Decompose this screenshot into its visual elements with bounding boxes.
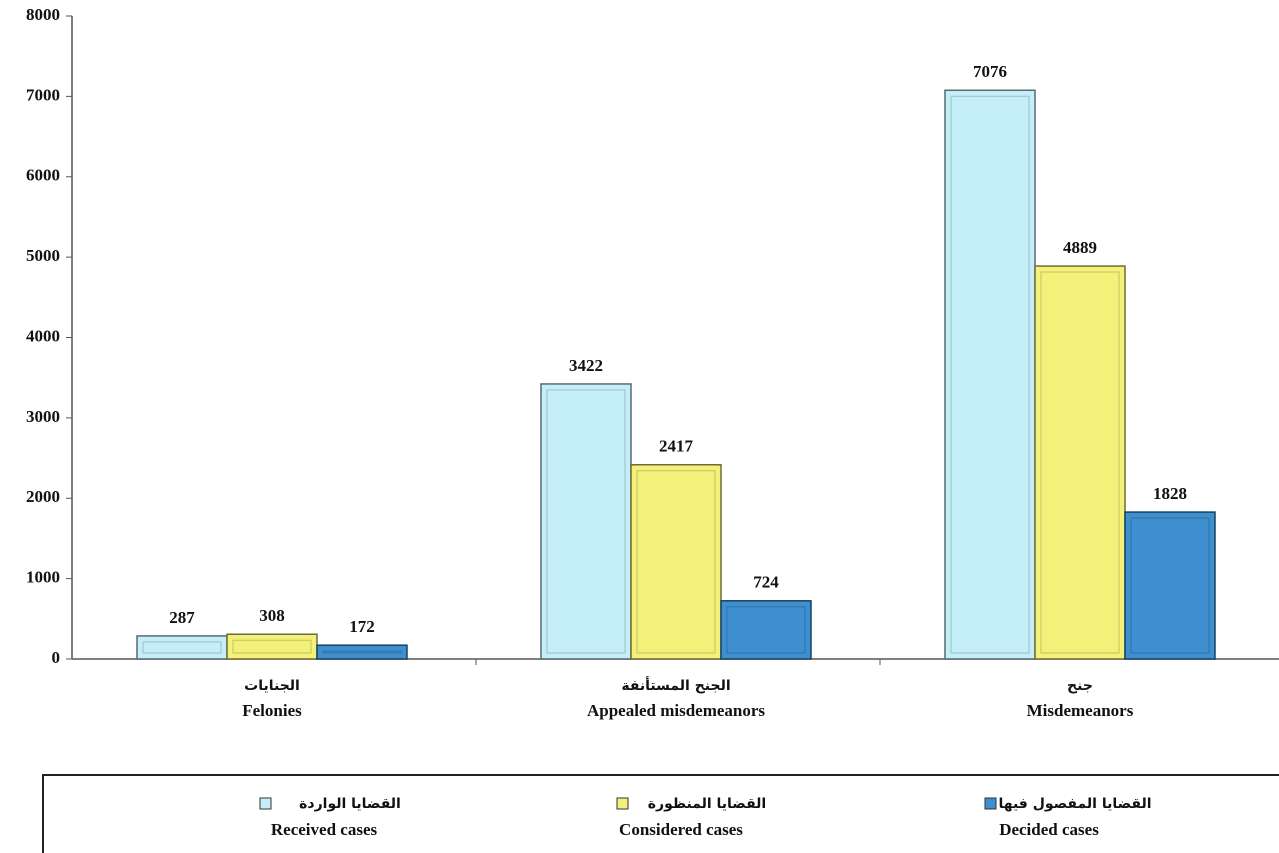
bar-face [950, 95, 1030, 654]
value-label: 172 [349, 617, 375, 636]
y-tick-label: 6000 [26, 166, 60, 185]
value-label: 3422 [569, 356, 603, 375]
x-tick-label-ar: جنح [1067, 678, 1093, 694]
value-label: 7076 [973, 62, 1007, 81]
y-tick-label: 7000 [26, 85, 60, 104]
value-label: 308 [259, 606, 285, 625]
value-label: 724 [753, 573, 779, 592]
bar [720, 600, 812, 660]
value-label: 2417 [659, 437, 694, 456]
legend-label-ar: القضايا المفصول فيها [998, 796, 1151, 812]
y-tick-label: 3000 [26, 407, 60, 426]
bar [944, 89, 1036, 660]
x-tick-label-ar: الجنح المستأنفة [621, 676, 730, 694]
y-tick-label: 8000 [26, 5, 60, 24]
legend-label: Considered cases [619, 820, 743, 839]
legend-swatch [616, 797, 629, 810]
bar [136, 635, 228, 660]
x-tick-label-ar: الجنايات [244, 678, 300, 694]
bar [316, 644, 408, 660]
y-tick-label: 2000 [26, 487, 60, 506]
legend-swatch [984, 797, 997, 810]
bar-face [1040, 271, 1120, 654]
legend-label: Decided cases [999, 820, 1099, 839]
value-label: 1828 [1153, 484, 1187, 503]
y-tick-label: 5000 [26, 246, 60, 265]
legend-label: Received cases [271, 820, 378, 839]
bar [1034, 265, 1126, 660]
y-tick-label: 1000 [26, 568, 60, 587]
bar-face [636, 470, 716, 654]
x-tick-label: Felonies [242, 701, 302, 720]
bar [540, 383, 632, 660]
bar-face [142, 641, 222, 654]
value-label: 4889 [1063, 238, 1097, 257]
bar [226, 633, 318, 660]
bar-face [232, 639, 312, 654]
legend-swatch [259, 797, 272, 810]
bar [630, 463, 722, 660]
x-tick-label: Appealed misdemeanors [587, 701, 765, 720]
legend-box [42, 774, 1279, 853]
bar-face [1130, 517, 1210, 654]
bar-face [322, 650, 402, 654]
value-label: 287 [169, 608, 195, 627]
legend-label-ar: القضايا المنظورة [648, 796, 766, 812]
bar [1124, 511, 1216, 660]
bar-face [546, 389, 626, 654]
legend-label-ar: القضايا الواردة [299, 796, 401, 812]
y-tick-label: 0 [52, 648, 61, 667]
bar-face [726, 606, 806, 654]
x-tick-label: Misdemeanors [1027, 701, 1134, 720]
y-tick-label: 4000 [26, 326, 60, 345]
